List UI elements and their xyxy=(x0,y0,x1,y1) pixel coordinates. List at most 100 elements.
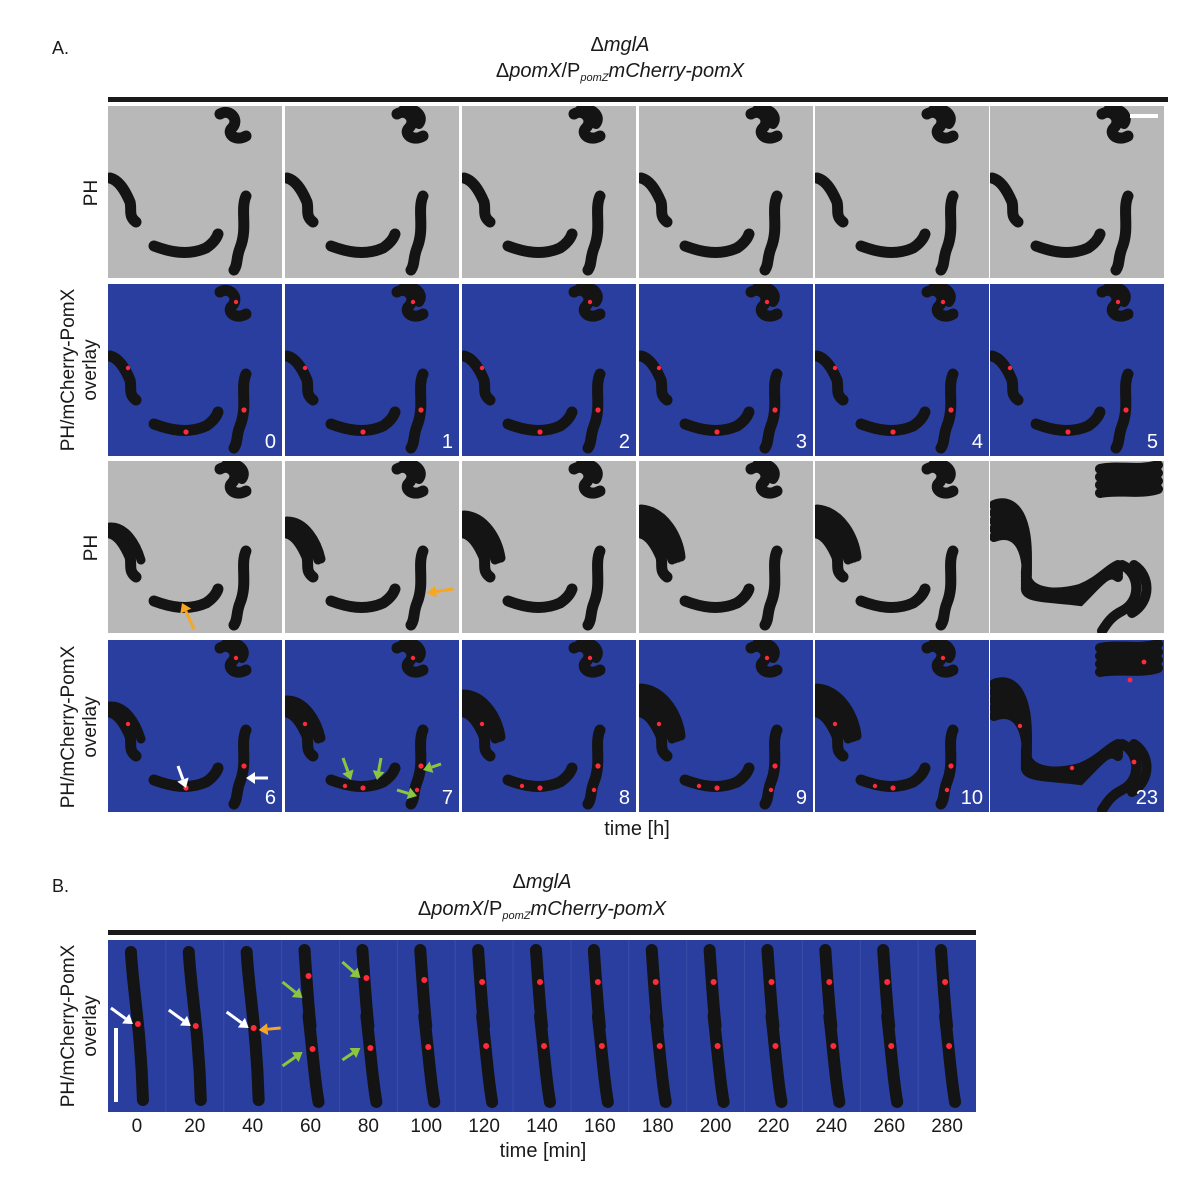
overlay-micrograph-tile: 7 xyxy=(285,640,459,812)
cell xyxy=(325,228,401,258)
cell xyxy=(1103,284,1131,307)
mcherry-focus xyxy=(826,979,833,985)
kymograph-frame xyxy=(917,940,962,1112)
mcherry-focus xyxy=(772,407,778,413)
mcherry-focus xyxy=(587,655,593,661)
cell xyxy=(1095,476,1163,490)
annotation-arrow xyxy=(225,1010,243,1024)
cell xyxy=(108,350,142,406)
overlay-micrograph-tile: 3 xyxy=(639,284,813,456)
cell xyxy=(214,285,252,322)
time-tick-label: 60 xyxy=(299,1116,322,1137)
mcherry-focus xyxy=(946,1043,953,1049)
cell xyxy=(752,284,780,307)
mcherry-focus xyxy=(367,1045,374,1051)
mcherry-focus xyxy=(425,1044,432,1050)
annotation-arrow xyxy=(110,1006,127,1020)
cell xyxy=(462,527,496,583)
cell xyxy=(462,706,496,762)
annotation-arrow xyxy=(377,757,383,772)
mcherry-focus xyxy=(134,1021,141,1027)
annotation-arrow xyxy=(341,1051,354,1062)
panel-a-title-line2: ΔpomX/PpomZmCherry-pomX xyxy=(495,60,745,84)
time-tick-label: 220 xyxy=(757,1116,790,1137)
time-point-label: 7 xyxy=(441,787,453,809)
mcherry-focus xyxy=(940,299,946,305)
mcherry-focus xyxy=(183,429,189,435)
cell xyxy=(1095,640,1163,653)
cell xyxy=(108,527,142,583)
mcherry-focus xyxy=(241,407,247,413)
cell xyxy=(285,706,319,762)
annotation-arrow-head xyxy=(291,987,303,998)
cell xyxy=(639,504,686,562)
mcherry-focus xyxy=(872,783,878,789)
cell xyxy=(502,583,578,613)
mcherry-focus xyxy=(948,763,954,769)
cell xyxy=(639,172,673,228)
kymograph-frame xyxy=(165,940,207,1112)
cell xyxy=(823,1010,846,1108)
cell xyxy=(815,504,862,562)
time-tick-label: 80 xyxy=(357,1116,379,1137)
cell xyxy=(639,683,686,741)
mcherry-focus xyxy=(598,1043,605,1049)
panel-a-rule xyxy=(108,97,1168,102)
time-point-label: 9 xyxy=(795,787,807,809)
panel-b-title-line2: ΔpomX/PpomZmCherry-pomX xyxy=(417,898,667,922)
cell xyxy=(108,706,142,762)
annotation-arrow-head xyxy=(372,770,385,780)
kymograph-frame xyxy=(628,940,672,1112)
mcherry-focus xyxy=(890,429,896,435)
panel-a-x-label: time [h] xyxy=(604,818,670,840)
mcherry-focus xyxy=(1115,299,1121,305)
cell xyxy=(285,350,319,406)
cell xyxy=(935,190,959,276)
phase-contrast-micrograph-tile xyxy=(108,461,282,633)
phase-contrast-micrograph-tile xyxy=(285,106,459,278)
kymograph-frame xyxy=(454,940,499,1112)
cell xyxy=(815,350,849,406)
phase-contrast-micrograph-tile xyxy=(462,106,636,278)
cell xyxy=(935,724,959,810)
overlay-micrograph-tile: 23 xyxy=(990,640,1164,812)
mcherry-focus xyxy=(302,721,308,727)
annotation-arrow xyxy=(341,960,355,974)
panel-a-row-label-ph-1: PH xyxy=(81,179,102,207)
cell xyxy=(462,350,496,406)
overlay-micrograph-tile: 9 xyxy=(639,640,813,812)
cell xyxy=(462,172,496,228)
cell xyxy=(1110,368,1134,454)
time-point-label: 6 xyxy=(264,787,276,809)
kymograph-frame xyxy=(110,946,149,1106)
kymograph-frame xyxy=(338,940,383,1112)
phase-contrast-micrograph-tile xyxy=(639,461,813,633)
mcherry-focus xyxy=(772,1043,779,1049)
annotation-arrow-head xyxy=(258,1023,269,1036)
overlay-micrograph-tile: 1 xyxy=(285,284,459,456)
annotation-arrow xyxy=(184,610,196,630)
mcherry-focus xyxy=(710,979,717,985)
mcherry-focus xyxy=(483,1043,490,1049)
mcherry-focus xyxy=(479,721,485,727)
cell xyxy=(325,762,401,792)
mcherry-focus xyxy=(1141,659,1147,665)
cell xyxy=(221,461,249,484)
cell xyxy=(1095,461,1163,474)
panel-b-letter: B. xyxy=(52,876,70,896)
mcherry-focus xyxy=(125,721,131,727)
scale-bar xyxy=(114,1028,118,1102)
overlay-micrograph-tile: 5 xyxy=(990,284,1164,456)
cell xyxy=(855,406,931,436)
cell xyxy=(285,695,326,743)
kymograph-frame xyxy=(801,940,846,1112)
annotation-arrow xyxy=(435,587,454,594)
mcherry-focus xyxy=(537,429,543,435)
cell xyxy=(707,1010,730,1108)
mcherry-focus xyxy=(656,365,662,371)
mcherry-focus xyxy=(410,299,416,305)
cell xyxy=(591,1010,614,1108)
cell xyxy=(582,368,606,454)
mcherry-focus xyxy=(541,1043,547,1049)
mcherry-focus xyxy=(1017,723,1023,729)
